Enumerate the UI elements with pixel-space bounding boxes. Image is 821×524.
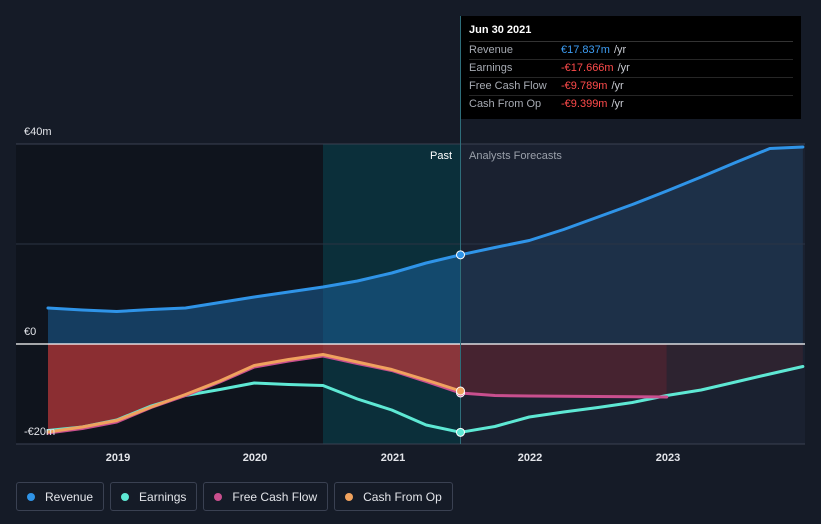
marker-revenue bbox=[456, 250, 465, 260]
revenue-area-forecast bbox=[460, 147, 803, 344]
legend-revenue[interactable]: Revenue bbox=[16, 482, 105, 511]
tooltip: Jun 30 2021 Revenue €17.837m /yr Earning… bbox=[461, 16, 801, 119]
legend-dot-icon bbox=[214, 492, 223, 501]
marker-earnings bbox=[456, 427, 465, 437]
tooltip-row-cash-from-op: Cash From Op -€9.399m /yr bbox=[469, 96, 793, 113]
legend-label: Revenue bbox=[45, 489, 94, 504]
series-line-cash-from-op bbox=[46, 353, 462, 434]
tooltip-unit: /yr bbox=[613, 44, 627, 56]
tooltip-value: €17.837m bbox=[561, 44, 610, 56]
tooltip-row-earnings: Earnings -€17.666m /yr bbox=[469, 60, 793, 78]
x-tick-2023: 2023 bbox=[655, 452, 681, 464]
tooltip-value: -€9.399m bbox=[561, 98, 608, 110]
tooltip-unit: /yr bbox=[611, 98, 624, 110]
tooltip-row-revenue: Revenue €17.837m /yr bbox=[469, 42, 793, 60]
legend-label: Free Cash Flow bbox=[232, 489, 318, 504]
tooltip-label: Revenue bbox=[469, 44, 514, 56]
legend-free-cash-flow[interactable]: Free Cash Flow bbox=[203, 482, 329, 511]
legend: Revenue Earnings Free Cash Flow Cash Fro… bbox=[16, 482, 453, 511]
marker-cash-from-op bbox=[456, 386, 465, 396]
x-tick-2021: 2021 bbox=[380, 452, 406, 464]
earnings-area-forecast bbox=[666, 344, 803, 396]
series-line-revenue bbox=[46, 145, 805, 313]
legend-cash-from-op[interactable]: Cash From Op bbox=[334, 482, 453, 511]
tooltip-date: Jun 30 2021 bbox=[469, 24, 793, 42]
tooltip-row-free-cash-flow: Free Cash Flow -€9.789m /yr bbox=[469, 78, 793, 96]
legend-earnings[interactable]: Earnings bbox=[110, 482, 198, 511]
cash-area-past bbox=[48, 344, 461, 432]
legend-dot-icon bbox=[121, 492, 130, 501]
past-label: Past bbox=[430, 150, 453, 162]
tooltip-label: Earnings bbox=[469, 62, 513, 74]
forecast-label: Analysts Forecasts bbox=[469, 150, 562, 162]
y-tick-0: €0 bbox=[24, 326, 37, 338]
tooltip-value: -€17.666m bbox=[561, 62, 614, 74]
x-tick-2019: 2019 bbox=[105, 452, 131, 464]
tooltip-value: -€9.789m bbox=[561, 80, 608, 92]
tooltip-unit: /yr bbox=[617, 62, 630, 74]
tooltip-label: Free Cash Flow bbox=[469, 80, 547, 92]
tooltip-label: Cash From Op bbox=[469, 98, 542, 110]
legend-dot-icon bbox=[345, 492, 354, 501]
legend-label: Earnings bbox=[139, 489, 187, 504]
x-tick-2022: 2022 bbox=[517, 452, 543, 464]
revenue-area-past bbox=[48, 254, 461, 344]
legend-dot-icon bbox=[27, 492, 35, 501]
tooltip-unit: /yr bbox=[611, 80, 624, 92]
y-tick-40m: €40m bbox=[24, 126, 52, 138]
y-tick-minus-20m: -€20m bbox=[24, 426, 56, 438]
x-tick-2020: 2020 bbox=[242, 452, 268, 464]
cash-area-forecast bbox=[460, 344, 667, 397]
legend-label: Cash From Op bbox=[363, 489, 442, 504]
